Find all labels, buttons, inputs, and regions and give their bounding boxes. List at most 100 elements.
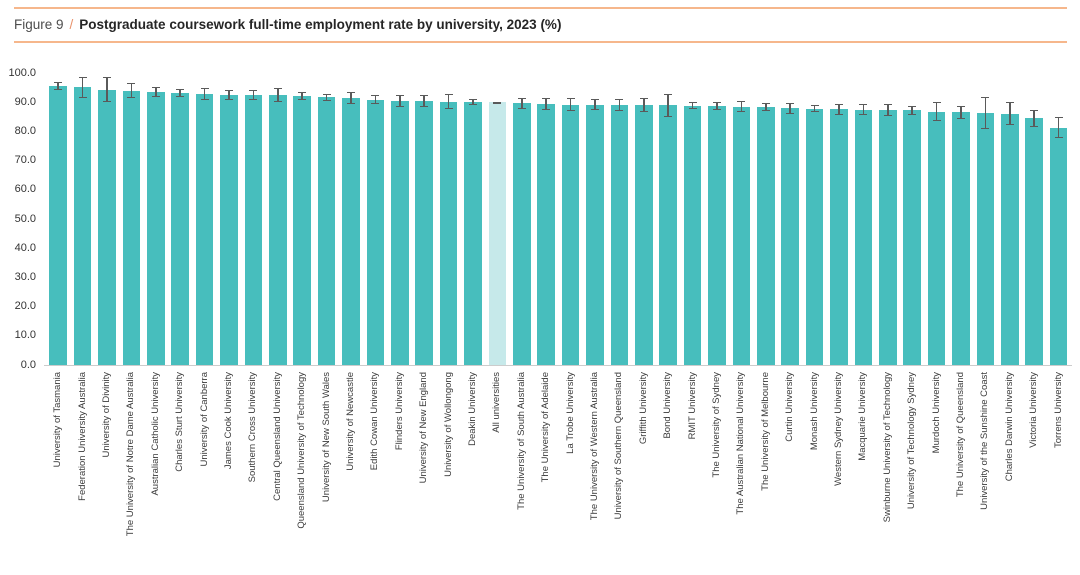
x-tick-label: The University of Western Australia xyxy=(589,372,600,521)
error-bar xyxy=(395,94,404,107)
x-tick-label: Southern Cross University xyxy=(247,372,259,483)
error-bar xyxy=(444,94,453,110)
bar xyxy=(317,97,336,365)
error-bar xyxy=(517,97,526,110)
x-tick-label: Murdoch University xyxy=(930,372,942,454)
error-bar xyxy=(200,87,209,101)
bar xyxy=(781,108,799,365)
bar xyxy=(952,112,970,365)
error-bar xyxy=(322,93,331,101)
error-bar xyxy=(420,95,429,107)
bar xyxy=(854,109,873,365)
y-tick-label: 50.0 xyxy=(14,212,36,225)
error-bar xyxy=(176,89,185,97)
figure-number: Figure 9 xyxy=(14,17,64,32)
x-tick-label: The University of Melbourne xyxy=(759,372,771,491)
y-tick-label: 20.0 xyxy=(14,300,36,313)
error-bar xyxy=(273,88,282,102)
figure-caption: Figure 9 / Postgraduate coursework full-ti… xyxy=(14,16,561,34)
bar xyxy=(366,99,385,365)
error-bar xyxy=(957,105,965,119)
bar xyxy=(49,85,67,365)
x-axis-line xyxy=(44,365,1072,366)
bar xyxy=(732,106,751,365)
x-tick-label: The Australian National University xyxy=(735,372,747,515)
bar xyxy=(927,111,946,365)
bar xyxy=(805,108,824,365)
error-bar xyxy=(127,83,136,99)
x-tick-label: Australian Catholic University xyxy=(149,372,161,496)
bar xyxy=(342,98,360,365)
x-tick-label: University of Technology Sydney xyxy=(906,372,918,510)
error-bar xyxy=(664,94,673,117)
error-bar xyxy=(469,99,477,106)
error-bar xyxy=(591,98,599,111)
x-tick-label: University of Divinity xyxy=(101,372,112,458)
y-tick-label: 30.0 xyxy=(14,270,36,283)
bar xyxy=(1001,113,1019,365)
x-tick-label: Victoria University xyxy=(1028,372,1040,448)
x-tick-label: The University of Queensland xyxy=(955,372,966,498)
bar xyxy=(879,110,897,365)
x-tick-label: Charles Sturt University xyxy=(174,372,186,472)
x-tick-label: University of Tasmania xyxy=(52,372,64,468)
error-bar xyxy=(371,95,380,104)
bar xyxy=(586,104,604,365)
x-tick-label: Flinders University xyxy=(393,372,405,451)
error-bar xyxy=(908,105,917,115)
error-bar xyxy=(78,76,87,98)
error-bar xyxy=(1005,101,1014,126)
x-tick-label: La Trobe University xyxy=(564,372,576,454)
error-bar xyxy=(347,92,355,104)
bar xyxy=(391,100,409,365)
x-tick-label: Central Queensland University xyxy=(271,372,283,501)
error-bar xyxy=(54,82,63,90)
error-bar xyxy=(298,91,307,101)
x-tick-label: University of Wollongong xyxy=(442,372,454,477)
bar xyxy=(293,96,311,365)
x-tick-label: Queensland University of Technology xyxy=(296,372,308,529)
bar xyxy=(683,105,702,365)
bar xyxy=(659,105,677,365)
x-tick-label: Swinburne University of Technology xyxy=(881,372,893,523)
y-tick-label: 60.0 xyxy=(14,183,36,196)
x-tick-label: Edith Cowan University xyxy=(369,372,381,471)
x-tick-label: Griffith University xyxy=(637,372,649,445)
x-tick-label: University of New England xyxy=(418,372,430,484)
error-bar xyxy=(932,102,941,122)
bar xyxy=(537,103,555,365)
x-tick-label: Charles Darwin University xyxy=(1003,372,1015,482)
error-bar xyxy=(493,101,502,104)
error-bar xyxy=(883,104,892,116)
bar xyxy=(195,94,214,365)
x-tick-label: James Cook University xyxy=(223,372,234,470)
error-bar xyxy=(713,101,721,111)
x-tick-label: Curtin University xyxy=(784,372,796,442)
x-tick-label: Deakin University xyxy=(467,372,478,446)
bar xyxy=(98,89,116,365)
x-tick-label: University of New South Wales xyxy=(320,372,332,503)
error-bar xyxy=(615,98,624,111)
x-tick-label: University of the Sunshine Coast xyxy=(979,372,991,510)
error-bar xyxy=(835,103,843,115)
bar xyxy=(269,94,287,365)
bar xyxy=(73,87,92,365)
error-bar xyxy=(225,89,233,100)
bar xyxy=(513,103,531,365)
bar xyxy=(220,94,238,365)
y-tick-label: 80.0 xyxy=(14,124,36,137)
x-tick-label: RMIT University xyxy=(686,372,698,440)
x-tick-label: The University of South Australia xyxy=(515,372,527,510)
x-tick-label: University of Southern Queensland xyxy=(613,372,625,520)
bar xyxy=(1025,118,1043,365)
y-tick-label: 90.0 xyxy=(14,95,36,108)
bar-all-universities xyxy=(488,102,507,365)
error-bar xyxy=(639,98,648,113)
x-tick-label: Federation University Australia xyxy=(76,372,88,501)
y-tick-label: 70.0 xyxy=(14,154,36,167)
error-bar xyxy=(542,97,551,111)
x-tick-label: University of Newcastle xyxy=(345,372,356,471)
bar xyxy=(610,104,629,365)
error-bar xyxy=(688,101,697,110)
